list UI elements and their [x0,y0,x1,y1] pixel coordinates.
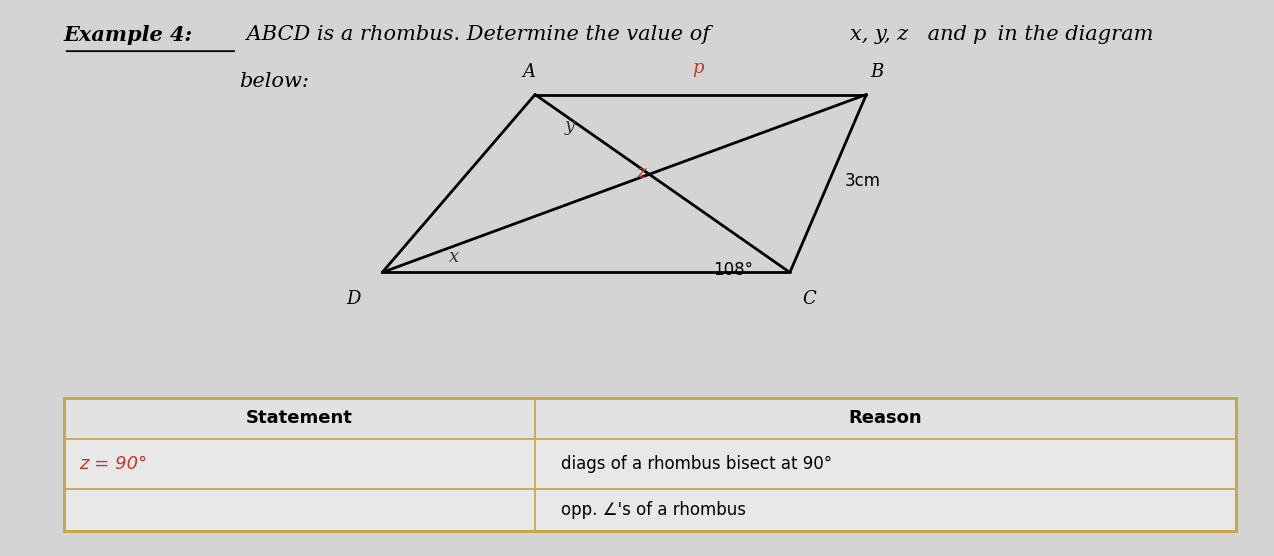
Text: D: D [347,290,361,308]
Text: x, y, z: x, y, z [850,25,908,44]
Text: y: y [564,117,575,135]
Text: below:: below: [240,72,310,91]
Text: Example 4:: Example 4: [64,25,192,45]
Text: z: z [636,165,646,182]
Text: Statement: Statement [246,409,353,428]
Text: ABCD is a rhombus. Determine the value of: ABCD is a rhombus. Determine the value o… [240,25,716,44]
Text: p: p [692,59,705,77]
Text: p: p [972,25,985,44]
Bar [64,489,1236,531]
Text: opp. ∠'s of a rhombus: opp. ∠'s of a rhombus [561,501,745,519]
Bar [64,439,1236,489]
Text: A: A [522,63,535,81]
Bar [64,398,1236,531]
Text: in the diagram: in the diagram [991,25,1153,44]
Text: x: x [448,249,459,266]
Text: Reason: Reason [848,409,922,428]
Text: 3cm: 3cm [845,172,880,190]
Text: 108°: 108° [713,261,753,279]
Text: z = 90°: z = 90° [79,455,147,473]
Text: diags of a rhombus bisect at 90°: diags of a rhombus bisect at 90° [561,455,832,473]
Bar [64,398,1236,439]
Text: and: and [921,25,973,44]
Text: B: B [870,63,883,81]
Text: C: C [803,290,817,308]
